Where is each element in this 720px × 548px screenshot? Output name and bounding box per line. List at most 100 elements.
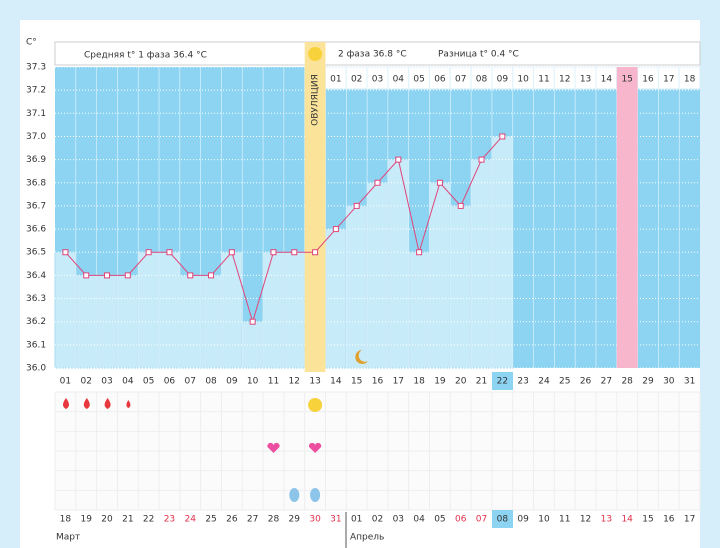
- date-label: 05: [434, 515, 445, 525]
- phase2-day-label: 03: [372, 75, 383, 85]
- y-tick-label: 36.8: [26, 178, 46, 188]
- x-tick-label: 06: [164, 377, 176, 387]
- x-tick-label: 03: [101, 377, 112, 387]
- highlight-column: [616, 67, 638, 368]
- x-tick-label: 02: [80, 377, 91, 387]
- phase2-day-label: 08: [476, 75, 488, 85]
- date-label: 31: [330, 515, 341, 525]
- temperature-point: [395, 156, 402, 163]
- temperature-point: [104, 272, 111, 279]
- date-label: 06: [455, 515, 467, 525]
- drop: [126, 400, 131, 408]
- heart-icon: [308, 442, 322, 453]
- x-tick-label: 15: [351, 377, 362, 387]
- bleeding-icons: [63, 398, 131, 409]
- y-tick-label: 36.4: [26, 271, 46, 281]
- temperature-bar: [75, 274, 98, 369]
- date-label: 02: [372, 515, 383, 525]
- date-label: 30: [309, 515, 321, 525]
- x-tick-label: 28: [621, 377, 633, 387]
- phase2-day-label: 02: [351, 75, 362, 85]
- x-tick-label: 07: [185, 377, 196, 387]
- phase2-day-label: 12: [559, 75, 570, 85]
- y-tick-label: 36.2: [26, 317, 46, 327]
- x-tick-label: 25: [559, 377, 570, 387]
- temperature-point: [436, 179, 443, 186]
- x-tick-label: 23: [517, 377, 528, 387]
- temperature-point: [270, 249, 277, 256]
- x-tick-label: 26: [580, 377, 592, 387]
- discharge-icon: [310, 488, 321, 502]
- date-label: 09: [517, 515, 529, 525]
- y-tick-label: 37.3: [26, 63, 46, 73]
- temperature-bar: [220, 251, 243, 369]
- temperature-bar: [96, 274, 118, 369]
- phase2-day-label: 09: [497, 75, 509, 85]
- x-tick-label: 19: [434, 377, 446, 387]
- month-label: Март: [56, 533, 80, 543]
- phase2-day-label: 18: [684, 75, 696, 85]
- date-label: 24: [185, 515, 197, 525]
- heart-icon: [267, 442, 280, 453]
- phase2-day-label: 07: [455, 75, 466, 85]
- y-tick-label: 36.3: [26, 294, 46, 304]
- temperature-point: [499, 133, 506, 140]
- date-label: 08: [497, 515, 509, 525]
- temperature-bar: [345, 205, 368, 369]
- temperature-point: [457, 202, 464, 209]
- month-label: Апрель: [350, 533, 384, 543]
- date-label: 28: [268, 515, 280, 525]
- sun-icon: [308, 47, 323, 61]
- y-tick-label: 37.0: [26, 132, 46, 142]
- temperature-point: [332, 226, 339, 233]
- x-tick-label: 14: [330, 377, 342, 387]
- date-label: 18: [60, 515, 72, 525]
- temperature-point: [416, 249, 423, 256]
- phase2-day-label: 13: [580, 75, 591, 85]
- phase2-day-label: 06: [434, 75, 446, 85]
- y-tick-label: 36.7: [26, 201, 46, 211]
- date-label: 29: [289, 515, 301, 525]
- date-label: 03: [393, 515, 404, 525]
- x-tick-label: 04: [122, 377, 134, 387]
- x-tick-label: 12: [289, 377, 300, 387]
- temperature-bar: [158, 251, 181, 369]
- temperature-line: [65, 136, 503, 324]
- phase2-day-label: 10: [517, 75, 529, 85]
- ovulation-label: ОВУЛЯЦИЯ: [311, 74, 321, 126]
- temperature-bar: [408, 251, 431, 369]
- temperature-bar: [137, 251, 160, 369]
- temperature-bar: [470, 159, 493, 369]
- drop: [63, 398, 69, 409]
- y-unit: C°: [26, 38, 37, 48]
- drop: [104, 398, 111, 409]
- temperature-point: [312, 249, 319, 256]
- x-tick-label: 20: [455, 377, 467, 387]
- y-tick-label: 37.2: [26, 86, 46, 96]
- sun-icon: [308, 398, 323, 412]
- date-label: 25: [205, 515, 216, 525]
- x-tick-label: 08: [205, 377, 217, 387]
- date-label: 10: [538, 515, 550, 525]
- discharge-icon: [289, 488, 300, 502]
- temperature-bar: [283, 251, 306, 369]
- phase2-day-label: 11: [538, 75, 549, 85]
- date-label: 01: [351, 515, 362, 525]
- date-label: 19: [80, 515, 92, 525]
- date-label: 07: [476, 515, 487, 525]
- temperature-point: [166, 249, 173, 256]
- date-label: 26: [226, 515, 238, 525]
- x-tick-label: 17: [393, 377, 404, 387]
- temperature-point: [353, 202, 360, 209]
- date-label: 12: [580, 515, 591, 525]
- temperature-point: [145, 249, 152, 256]
- header-box: [54, 41, 701, 66]
- temperature-point: [228, 249, 235, 256]
- phase2-average: 2 фаза 36.8 °C: [338, 50, 407, 60]
- phase1-average: Средняя t° 1 фаза 36.4 °C: [84, 51, 207, 61]
- x-tick-label: 11: [268, 377, 279, 387]
- temperature-point: [187, 272, 194, 279]
- y-tick-label: 37.1: [26, 109, 46, 119]
- temperature-point: [374, 179, 381, 186]
